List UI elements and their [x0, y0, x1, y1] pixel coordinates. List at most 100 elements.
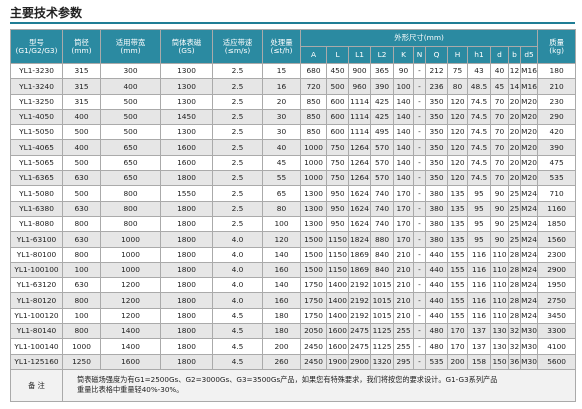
table-cell: 380	[425, 200, 448, 217]
table-cell: 1150	[326, 246, 349, 263]
table-cell: 1550	[160, 185, 213, 202]
table-cell: 120	[447, 93, 468, 110]
table-cell: 95	[467, 185, 491, 202]
column-header: d	[490, 46, 509, 64]
table-cell: -	[413, 108, 426, 126]
table-cell: 500	[62, 124, 101, 141]
table-cell: 43	[467, 62, 491, 80]
header-line: 质量	[549, 37, 564, 47]
table-cell: 100	[62, 261, 101, 279]
table-cell: 70	[490, 170, 509, 187]
table-cell: 180	[537, 62, 577, 80]
table-cell: 110	[490, 277, 509, 294]
table-cell: 16	[262, 78, 301, 95]
header-line: 筒体表磁	[171, 37, 202, 47]
table-cell: 1200	[100, 292, 161, 309]
table-cell: 140	[393, 139, 414, 156]
table-cell: 950	[326, 215, 349, 233]
table-cell: 3300	[537, 323, 577, 340]
table-cell: 20	[508, 170, 521, 187]
table-cell: 535	[537, 170, 577, 187]
table-cell: YL1-5065	[10, 154, 63, 172]
table-cell: 290	[537, 108, 577, 126]
table-cell: 116	[467, 246, 491, 263]
table-cell: M16	[519, 78, 539, 95]
table-cell: M20	[519, 170, 539, 187]
table-cell: 1150	[326, 231, 349, 248]
table-cell: 1600	[100, 353, 161, 370]
table-cell: 28	[508, 246, 521, 263]
table-cell: 1015	[370, 307, 394, 325]
table-cell: 850	[300, 108, 327, 126]
table-row: YL1-100100 100 1000 1800 4.0 160 1500 1150 1869 8…	[10, 261, 577, 279]
table-cell: 40	[490, 62, 509, 80]
table-cell: 440	[425, 307, 448, 325]
table-cell: 170	[393, 215, 414, 233]
table-body: YL1-3230 315 300 1300 2.5 15 680 450 900 365 90-21…	[10, 62, 577, 402]
table-cell: 130	[490, 323, 509, 340]
table-row: YL1-5050 500 500 1300 2.5 30 850 600 1114 495 140-…	[10, 124, 577, 141]
table-cell: 800	[100, 200, 161, 217]
table-cell: 70	[490, 124, 509, 141]
table-cell: -	[413, 231, 426, 248]
table-cell: -	[413, 323, 426, 340]
table-cell: 65	[262, 185, 301, 202]
table-cell: 1300	[160, 78, 213, 95]
table-cell: 900	[348, 62, 371, 80]
table-cell: 350	[425, 108, 448, 126]
table-cell: 570	[370, 139, 394, 156]
table-cell: 110	[490, 246, 509, 263]
table-cell: 350	[425, 154, 448, 172]
table-cell: 137	[467, 338, 491, 355]
table-cell: 95	[467, 200, 491, 217]
table-cell: 495	[370, 124, 394, 141]
table-cell: 236	[425, 78, 448, 95]
table-cell: 380	[425, 215, 448, 233]
table-cell: 170	[393, 231, 414, 248]
note-text: 筒表磁场强度为有G1=2500Gs、G2=3000Gs、G3=3500Gs产品，…	[61, 368, 577, 402]
table-cell: 90	[490, 231, 509, 248]
group-header: 外形尺寸(mm)	[299, 29, 539, 47]
header-line: (mm)	[71, 45, 92, 55]
table-cell: YL1-100100	[10, 261, 63, 279]
table-cell: M20	[519, 139, 539, 156]
table-cell: M24	[519, 246, 539, 263]
table-cell: 2450	[300, 353, 327, 370]
table-cell: 137	[467, 323, 491, 340]
table-cell: 1624	[348, 200, 371, 217]
table-cell: 680	[300, 62, 327, 80]
table-cell: 950	[326, 185, 349, 202]
table-cell: 4.0	[212, 231, 263, 248]
table-cell: 25	[508, 215, 521, 233]
table-cell: 20	[262, 93, 301, 110]
table-cell: 140	[393, 170, 414, 187]
table-cell: YL1-63100	[10, 231, 63, 248]
table-cell: M24	[519, 261, 539, 279]
table-cell: 800	[62, 215, 101, 233]
table-cell: 95	[467, 231, 491, 248]
table-cell: 20	[508, 108, 521, 126]
table-cell: 1800	[160, 277, 213, 294]
table-cell: 74.5	[467, 124, 491, 141]
note-label: 备 注	[10, 368, 63, 402]
table-cell: 120	[447, 154, 468, 172]
table-cell: 130	[490, 338, 509, 355]
table-cell: 116	[467, 292, 491, 309]
table-cell: M24	[519, 277, 539, 294]
header-line: (G1/G2/G3)	[15, 45, 58, 55]
table-cell: 120	[447, 170, 468, 187]
table-row: YL1-80120 800 1200 1800 4.0 160 1750 1400 2192 10…	[10, 292, 577, 309]
table-cell: 960	[348, 78, 371, 95]
table-cell: 210	[393, 246, 414, 263]
table-cell: YL1-80100	[10, 246, 63, 263]
table-cell: -	[413, 338, 426, 355]
table-cell: M24	[519, 185, 539, 202]
table-cell: 350	[425, 139, 448, 156]
table-cell: 28	[508, 292, 521, 309]
table-row: YL1-3250 315 500 1300 2.5 20 850 600 1114 425 140-…	[10, 93, 577, 110]
table-cell: YL1-3230	[10, 62, 63, 80]
table-cell: -	[413, 307, 426, 325]
table-row: YL1-5065 500 650 1600 2.5 45 1000 750 1264 570 140…	[10, 154, 577, 172]
table-cell: 116	[467, 277, 491, 294]
table-cell: 2.5	[212, 124, 263, 141]
